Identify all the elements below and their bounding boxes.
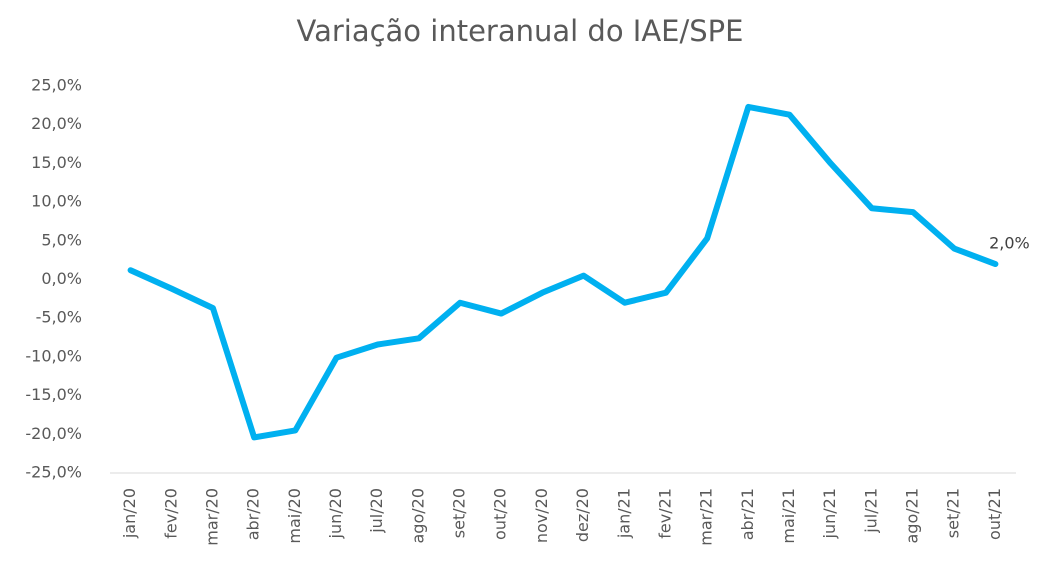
y-tick-label: 0,0% (41, 269, 82, 288)
x-tick-label: abr/21 (738, 488, 757, 540)
y-tick-label: -25,0% (25, 463, 82, 482)
x-tick-label: ago/21 (903, 488, 922, 544)
y-tick-label: 10,0% (31, 192, 82, 211)
y-tick-label: 5,0% (41, 230, 82, 249)
x-tick-label: jun/21 (820, 488, 839, 539)
x-tick-label: abr/20 (244, 488, 263, 540)
x-tick-label: jan/20 (120, 488, 139, 539)
x-tick-label: fev/21 (655, 488, 674, 539)
x-tick-label: jul/20 (367, 488, 386, 534)
x-tick-label: out/20 (491, 488, 510, 540)
x-tick-label: out/21 (985, 488, 1004, 540)
x-tick-label: dez/20 (573, 488, 592, 542)
x-tick-label: ago/20 (408, 488, 427, 544)
x-tick-label: mar/21 (697, 488, 716, 546)
y-tick-label: -15,0% (25, 385, 82, 404)
x-tick-label: jan/21 (614, 488, 633, 539)
x-tick-label: set/21 (944, 488, 963, 538)
x-tick-label: mar/20 (202, 488, 221, 546)
chart-title: Variação interanual do IAE/SPE (296, 14, 743, 48)
x-tick-label: fev/20 (161, 488, 180, 539)
data-label: 2,0% (989, 234, 1030, 253)
x-tick-label: mai/20 (285, 488, 304, 544)
line-series (127, 103, 999, 441)
x-tick-label: jul/21 (861, 488, 880, 534)
y-tick-label: -10,0% (25, 346, 82, 365)
x-tick-label: set/20 (450, 488, 469, 538)
y-tick-label: 15,0% (31, 153, 82, 172)
x-tick-label: jun/20 (326, 488, 345, 539)
x-tick-label: mai/21 (779, 488, 798, 544)
y-tick-label: -5,0% (36, 308, 82, 327)
y-tick-label: 20,0% (31, 114, 82, 133)
x-tick-label: nov/20 (532, 488, 551, 543)
y-tick-label: 25,0% (31, 76, 82, 95)
y-tick-label: -20,0% (25, 424, 82, 443)
